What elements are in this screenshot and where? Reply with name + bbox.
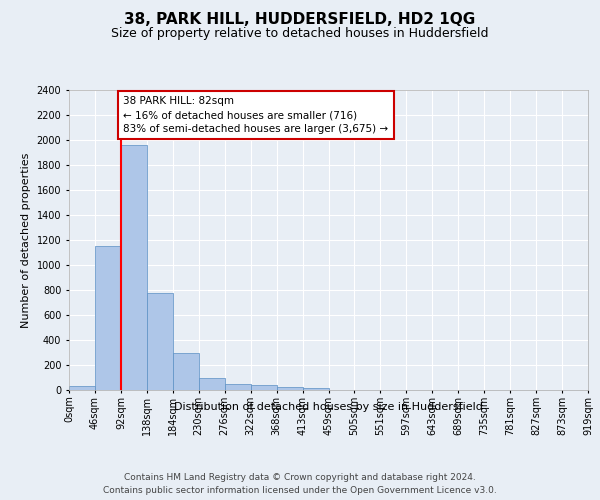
Bar — [95, 246, 121, 390]
Bar — [173, 352, 199, 390]
Text: 38 PARK HILL: 82sqm
← 16% of detached houses are smaller (716)
83% of semi-detac: 38 PARK HILL: 82sqm ← 16% of detached ho… — [124, 96, 389, 134]
Bar — [147, 292, 173, 390]
Bar — [69, 386, 95, 390]
Bar — [121, 145, 147, 390]
Bar — [302, 388, 329, 390]
Text: Distribution of detached houses by size in Huddersfield: Distribution of detached houses by size … — [175, 402, 483, 412]
Bar — [199, 378, 224, 390]
Text: 38, PARK HILL, HUDDERSFIELD, HD2 1QG: 38, PARK HILL, HUDDERSFIELD, HD2 1QG — [124, 12, 476, 28]
Y-axis label: Number of detached properties: Number of detached properties — [21, 152, 31, 328]
Text: Contains public sector information licensed under the Open Government Licence v3: Contains public sector information licen… — [103, 486, 497, 495]
Text: Contains HM Land Registry data © Crown copyright and database right 2024.: Contains HM Land Registry data © Crown c… — [124, 472, 476, 482]
Bar — [225, 384, 251, 390]
Bar — [251, 385, 277, 390]
Text: Size of property relative to detached houses in Huddersfield: Size of property relative to detached ho… — [111, 28, 489, 40]
Bar — [277, 386, 302, 390]
